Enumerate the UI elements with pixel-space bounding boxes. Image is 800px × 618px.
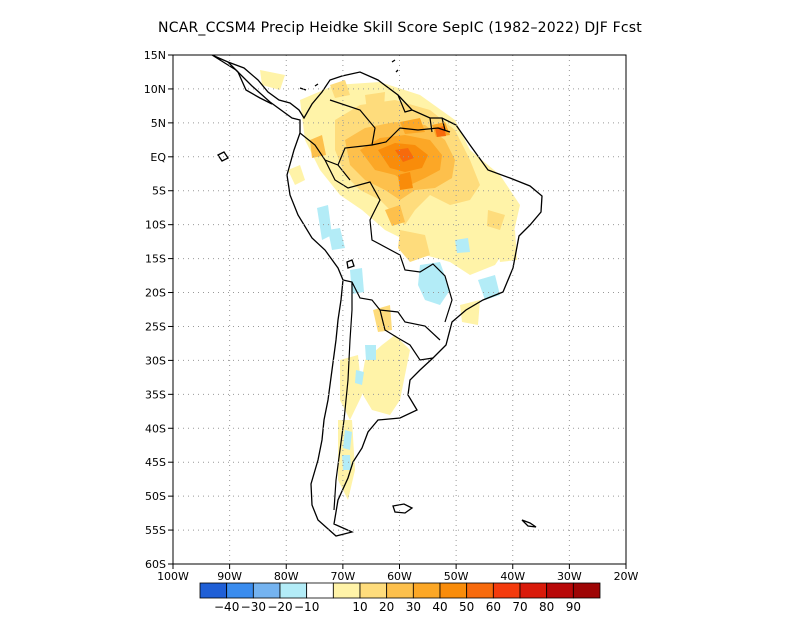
south-america-outline (211, 55, 543, 537)
colorbar-label: −20 (267, 600, 292, 614)
colorbar-segment (492, 582, 521, 599)
colorbar-segment (226, 582, 254, 599)
colorbar-label: 20 (379, 600, 394, 614)
colorbar-segment (439, 582, 468, 599)
colorbar-label: 40 (432, 600, 447, 614)
lon-tick-label: 80W (274, 570, 299, 583)
colorbar-segment (466, 582, 494, 599)
lat-tick-label: 5N (151, 117, 166, 130)
lon-tick-label: 100W (157, 570, 189, 583)
colorbar-label: 90 (566, 600, 581, 614)
colorbar-segment (332, 582, 361, 599)
lat-tick-label: 30S (145, 354, 166, 367)
lat-tick-label: 55S (145, 524, 166, 537)
lon-tick-label: 60W (387, 570, 412, 583)
colorbar-segment (252, 582, 281, 599)
colorbar-segment (546, 582, 574, 599)
colorbar (199, 582, 601, 599)
lon-tick-label: 70W (330, 570, 355, 583)
latitude-axis: 15N 10N 5N EQ 5S 10S 15S 20S 25S 30S 35S 40S 45S 50S 5… (144, 49, 173, 571)
map-title: NCAR_CCSM4 Precip Heidke Skill Score Sep… (158, 20, 642, 36)
lake-titicaca (346, 259, 355, 269)
colorbar-label: −40 (214, 600, 239, 614)
colorbar-label: 50 (459, 600, 474, 614)
colorbar-label: 30 (406, 600, 421, 614)
lat-tick-label: 5S (152, 185, 166, 198)
colorbar-segment (359, 582, 388, 599)
colorbar-labels: −40 −30 −20 −10 10 20 30 40 50 60 70 80 90 (214, 600, 581, 614)
colorbar-label: 60 (486, 600, 501, 614)
colorbar-label: 80 (539, 600, 554, 614)
lat-tick-label: 10S (145, 219, 166, 232)
falkland-islands (392, 503, 414, 514)
lat-tick-label: 60S (145, 558, 166, 571)
south-georgia (521, 519, 537, 528)
lat-tick-label: 50S (145, 490, 166, 503)
lon-tick-label: 50W (444, 570, 469, 583)
colorbar-label: −30 (241, 600, 266, 614)
colorbar-segment (386, 582, 414, 599)
lat-tick-label: 15S (145, 253, 166, 266)
colorbar-segment (572, 582, 601, 599)
lon-tick-label: 30W (557, 570, 582, 583)
lat-tick-label: 25S (145, 320, 166, 333)
gridlines (173, 55, 626, 564)
longitude-axis: 100W 90W 80W 70W 60W 50W 40W 30W 20W (157, 564, 639, 583)
colorbar-label: 70 (512, 600, 527, 614)
colorbar-segment (279, 582, 308, 599)
lat-tick-label: 10N (144, 83, 166, 96)
colorbar-segment (412, 582, 441, 599)
colorbar-segment (519, 582, 548, 599)
lon-tick-label: 90W (217, 570, 242, 583)
colorbar-label: −10 (294, 600, 319, 614)
coastlines (211, 55, 543, 537)
galapagos-islands (217, 151, 229, 162)
skill-60-regions (395, 126, 446, 162)
country-borders (299, 94, 453, 511)
central-america (227, 61, 273, 105)
lat-tick-label: 45S (145, 456, 166, 469)
lon-tick-label: 20W (614, 570, 639, 583)
lat-tick-label: 15N (144, 49, 166, 62)
lat-tick-label: 20S (145, 287, 166, 300)
lon-tick-label: 40W (500, 570, 525, 583)
lat-tick-label: 35S (145, 388, 166, 401)
colorbar-segment (306, 582, 334, 599)
lat-tick-label: 40S (145, 422, 166, 435)
colorbar-segment (199, 582, 228, 599)
colorbar-label: 10 (352, 600, 367, 614)
lat-tick-label: EQ (150, 151, 166, 164)
